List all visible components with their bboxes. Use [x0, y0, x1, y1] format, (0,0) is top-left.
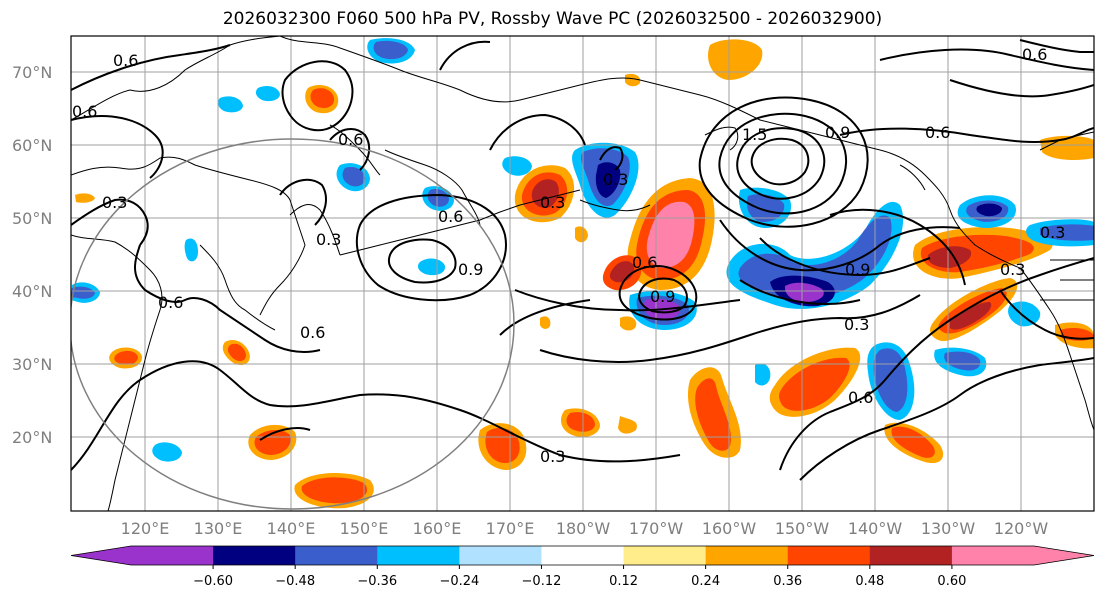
contour-label: 0.3 [603, 170, 628, 189]
lat-label: 60°N [12, 136, 52, 155]
contour-label: 1.5 [742, 125, 767, 144]
contour-label: 0.6 [632, 253, 657, 272]
lon-label: 130°E [194, 519, 243, 538]
colorbar-swatch [213, 546, 296, 565]
contour-label: 0.6 [1022, 45, 1047, 64]
colorbar-swatch [295, 546, 378, 565]
lat-label: 50°N [12, 209, 52, 228]
contour-label: 0.6 [925, 123, 950, 142]
colorbar-swatch [377, 546, 460, 565]
lon-label: 140°E [267, 519, 316, 538]
colorbar-tick-label: 0.24 [691, 574, 720, 589]
lat-label: 20°N [12, 428, 52, 447]
lon-label: 130°W [921, 519, 976, 538]
analysis-circle [71, 138, 515, 510]
graticule [71, 36, 1094, 511]
contour-label: 0.6 [338, 130, 363, 149]
colorbar-swatch [541, 546, 625, 565]
colorbar-swatch [459, 546, 542, 565]
colorbar-tick-label: 0.48 [855, 574, 884, 589]
lat-label: 70°N [12, 63, 52, 82]
contour-label: 0.3 [102, 193, 127, 212]
longitude-labels: 120°E 130°E 140°E 150°E 160°E 170°E 180°… [121, 519, 1049, 538]
contour-label: 0.9 [650, 287, 675, 306]
coastlines [71, 36, 1094, 511]
contour-label: 0.3 [1040, 223, 1065, 242]
map-area [71, 36, 1094, 511]
contour-label: 0.3 [540, 193, 565, 212]
lon-label: 170°E [486, 519, 535, 538]
lon-label: 180°W [556, 519, 611, 538]
pv-shading [71, 38, 1094, 509]
colorbar-tick-label: −0.48 [275, 574, 315, 589]
colorbar-tick-label: −0.24 [439, 574, 479, 589]
colorbar-swatch [869, 546, 953, 565]
map-frame [70, 35, 1095, 512]
pv-contours [71, 39, 1094, 481]
contour-label: 0.6 [438, 207, 463, 226]
colorbar-swatch [705, 546, 789, 565]
contour-label: 0.3 [316, 230, 341, 249]
colorbar-tick-label: 0.36 [773, 574, 802, 589]
colorbar-swatch [623, 546, 707, 565]
lon-label: 150°E [340, 519, 389, 538]
contour-label: 0.9 [825, 123, 850, 142]
colorbar-swatch [787, 546, 871, 565]
lon-label: 120°W [994, 519, 1049, 538]
colorbar-under-arrow [71, 546, 131, 565]
contour-label: 0.6 [72, 102, 97, 121]
colorbar-outline [70, 545, 1095, 566]
colorbar-tick-label: −0.60 [193, 574, 233, 589]
contour-label: 0.6 [848, 388, 873, 407]
lon-label: 140°W [848, 519, 903, 538]
colorbar-tick-label: 0.12 [609, 574, 638, 589]
colorbar-tick-label: −0.12 [522, 574, 562, 589]
lon-label: 160°E [413, 519, 462, 538]
colorbar-tick-label: 0.60 [937, 574, 966, 589]
contour-label: 0.3 [1000, 260, 1025, 279]
lon-label: 150°W [775, 519, 830, 538]
contour-label: 0.3 [540, 447, 565, 466]
colorbar-swatch [131, 546, 214, 565]
page-title: 2026032300 F060 500 hPa PV, Rossby Wave … [222, 9, 883, 29]
lon-label: 170°W [629, 519, 684, 538]
colorbar: −0.60 −0.48 −0.36 −0.24 −0.12 0.12 0.24 0.36 0.4… [70, 545, 1095, 589]
contour-label: 0.9 [845, 260, 870, 279]
latitude-labels: 70°N 60°N 50°N 40°N 30°N 20°N [12, 63, 52, 447]
contour-label: 0.6 [158, 293, 183, 312]
lat-label: 30°N [12, 355, 52, 374]
contour-label: 0.6 [113, 51, 138, 70]
lat-label: 40°N [12, 282, 52, 301]
lon-label: 160°W [702, 519, 757, 538]
colorbar-tick-label: −0.36 [357, 574, 397, 589]
contour-labels: 0.6 0.6 0.6 0.3 0.3 0.6 0.9 0.6 0.3 0.6 … [72, 45, 1065, 466]
colorbar-swatch [951, 546, 1035, 565]
contour-label: 0.6 [300, 323, 325, 342]
lon-label: 120°E [121, 519, 170, 538]
colorbar-over-arrow [1034, 546, 1094, 565]
contour-label: 0.9 [458, 260, 483, 279]
contour-label: 0.3 [844, 315, 869, 334]
